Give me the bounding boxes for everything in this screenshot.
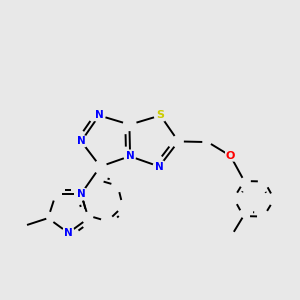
Text: N: N — [155, 161, 164, 172]
Text: S: S — [156, 110, 164, 120]
Text: N: N — [77, 136, 85, 146]
Text: N: N — [95, 110, 103, 120]
Text: N: N — [155, 161, 164, 172]
Text: N: N — [76, 189, 85, 199]
Text: N: N — [126, 151, 134, 161]
Text: N: N — [76, 189, 85, 199]
Text: O: O — [226, 151, 235, 161]
Text: N: N — [76, 189, 85, 199]
Text: S: S — [156, 110, 164, 120]
Text: N: N — [64, 228, 73, 238]
Text: N: N — [126, 151, 134, 161]
Text: N: N — [64, 228, 73, 238]
Text: N: N — [95, 110, 103, 120]
Text: N: N — [77, 136, 85, 146]
